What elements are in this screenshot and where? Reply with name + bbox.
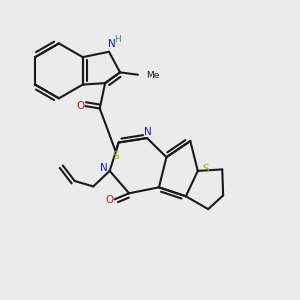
Text: S: S	[202, 164, 208, 174]
Text: N: N	[108, 39, 116, 49]
Text: S: S	[113, 151, 119, 161]
Text: N: N	[144, 127, 152, 137]
Text: N: N	[100, 163, 108, 173]
Text: H: H	[114, 35, 121, 44]
Text: O: O	[105, 195, 113, 205]
Text: O: O	[76, 100, 84, 110]
Text: Me: Me	[146, 71, 160, 80]
